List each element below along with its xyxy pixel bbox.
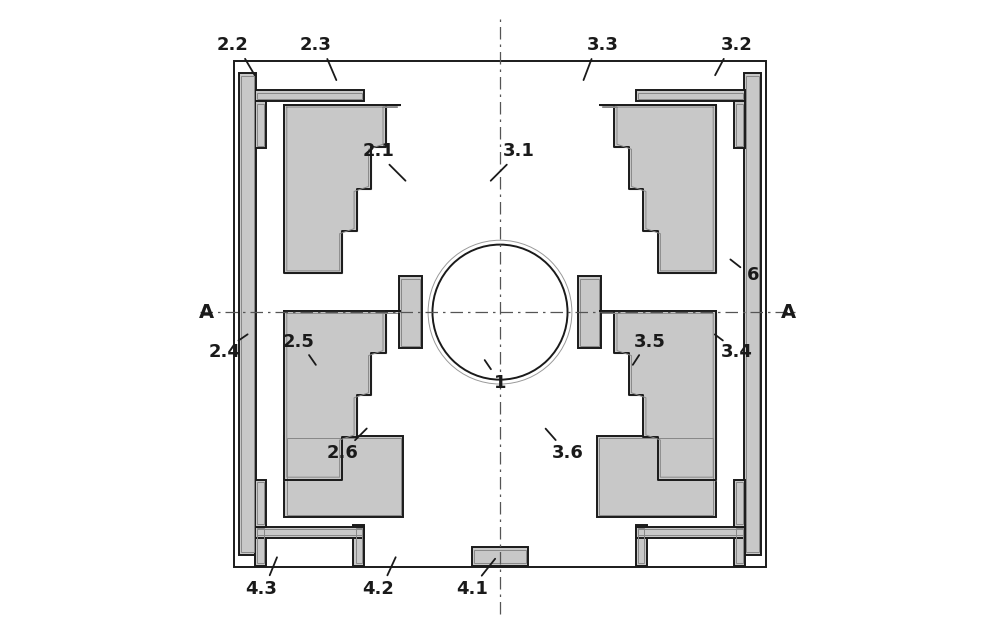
Bar [284, 436, 403, 517]
Bar [638, 93, 743, 99]
Text: 3.4: 3.4 [720, 342, 752, 360]
Bar [736, 528, 743, 563]
Bar [257, 104, 264, 146]
Bar [257, 482, 264, 524]
Text: 4.1: 4.1 [456, 580, 488, 598]
Bar [257, 93, 362, 99]
Text: 2.3: 2.3 [300, 36, 331, 54]
Bar [636, 526, 647, 566]
Bar [636, 90, 745, 102]
Polygon shape [284, 311, 400, 480]
Bar [239, 73, 256, 555]
Bar [580, 279, 599, 346]
Bar [638, 528, 644, 563]
Text: 3.2: 3.2 [720, 36, 752, 54]
Bar [255, 90, 364, 102]
Bar [241, 76, 254, 552]
Bar [257, 528, 264, 563]
Bar [636, 526, 745, 538]
Text: A: A [199, 303, 214, 322]
Text: 6: 6 [747, 266, 759, 284]
Text: 2.4: 2.4 [209, 342, 241, 360]
Text: 3.6: 3.6 [552, 444, 583, 462]
Polygon shape [600, 311, 716, 480]
Bar [255, 102, 266, 148]
Bar [638, 529, 743, 535]
Bar [287, 438, 401, 515]
Bar [744, 73, 761, 555]
Text: 3.5: 3.5 [634, 333, 666, 351]
Text: 3.1: 3.1 [503, 143, 535, 160]
Text: 2.2: 2.2 [216, 36, 248, 54]
Text: 4.3: 4.3 [245, 580, 277, 598]
Bar [578, 276, 601, 349]
Bar [255, 526, 266, 566]
Bar [474, 550, 526, 563]
Bar [401, 279, 420, 346]
Text: 2.5: 2.5 [283, 333, 315, 351]
Bar [234, 61, 766, 567]
Text: 1: 1 [494, 374, 506, 392]
Text: 2.1: 2.1 [362, 143, 394, 160]
Bar [353, 526, 364, 566]
Text: 3.3: 3.3 [587, 36, 619, 54]
Bar [257, 529, 362, 535]
Bar [746, 76, 759, 552]
Bar [255, 480, 266, 526]
Bar [399, 276, 422, 349]
Polygon shape [284, 104, 400, 273]
Bar [599, 438, 713, 515]
Bar [734, 526, 745, 566]
Text: A: A [781, 303, 796, 322]
Bar [734, 102, 745, 148]
Polygon shape [600, 104, 716, 273]
Bar [734, 480, 745, 526]
Bar [597, 436, 716, 517]
Bar [736, 482, 743, 524]
Bar [356, 528, 362, 563]
Text: 2.6: 2.6 [327, 444, 358, 462]
Bar [472, 547, 528, 566]
Bar [255, 526, 364, 538]
Bar [736, 104, 743, 146]
Text: 4.2: 4.2 [362, 580, 394, 598]
